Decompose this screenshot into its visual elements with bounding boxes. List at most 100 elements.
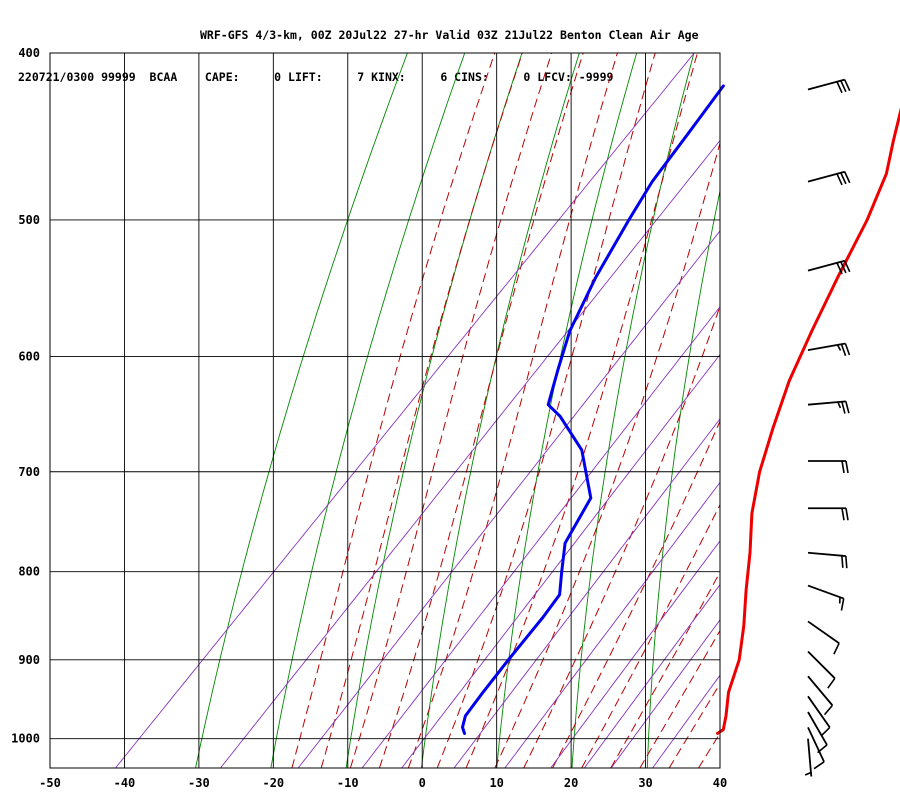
wind-barb-feather — [827, 677, 836, 689]
wind-barb-feather — [840, 80, 847, 93]
wind-barb-feather — [823, 704, 834, 716]
x-tick-label: 20 — [564, 776, 578, 790]
moist-adiabat-line — [291, 53, 496, 768]
wind-barb-staff — [807, 695, 831, 728]
wind-barb-feather — [841, 460, 845, 474]
wind-barb — [808, 460, 849, 474]
wind-barb-feather — [840, 261, 847, 274]
dry-adiabat-line — [270, 53, 466, 768]
moist-adiabat-line — [581, 503, 720, 768]
wind-barb-feather — [844, 343, 851, 356]
mixing-ratio-line — [220, 139, 720, 768]
wind-barb-feather — [836, 262, 843, 275]
moist-adiabat-line — [698, 732, 720, 768]
mixing-ratio-line — [453, 418, 720, 768]
wind-barb — [804, 738, 813, 777]
x-tick-label: -40 — [114, 776, 136, 790]
moist-adiabat-line — [407, 53, 618, 768]
wind-barb — [807, 726, 825, 770]
plot-frame — [49, 52, 721, 769]
wind-barb — [807, 259, 851, 275]
y-tick-label: 900 — [18, 653, 40, 667]
wind-barb-feather — [843, 260, 851, 273]
mixing-ratio-line — [361, 306, 720, 768]
moist-adiabat-line — [728, 53, 900, 768]
wind-barb-feather — [841, 555, 844, 568]
plot-border — [49, 52, 721, 769]
dry-adiabat-line — [646, 188, 720, 768]
wind-barb — [807, 584, 845, 611]
moist-adiabat-line — [552, 419, 720, 768]
wind-barb-staff — [807, 342, 846, 352]
dry-adiabat-line — [723, 53, 809, 768]
wind-barb-staff — [807, 711, 828, 746]
x-tick-label: 0 — [419, 776, 426, 790]
x-tick-label: 40 — [713, 776, 727, 790]
x-tick-label: -20 — [262, 776, 284, 790]
wind-barb — [807, 695, 831, 737]
moist-adiabat-line — [465, 53, 698, 768]
y-tick-label: 800 — [18, 565, 40, 579]
wind-barb-feather — [836, 173, 843, 186]
moist-adiabat-line — [349, 53, 553, 768]
wind-barb — [807, 551, 848, 569]
moist-adiabat-line — [378, 53, 584, 768]
wind-barb-feather — [804, 771, 812, 776]
moist-adiabat-line — [639, 629, 720, 768]
wind-barb-staff — [807, 259, 845, 272]
mixing-ratio-line — [584, 583, 720, 768]
mixing-ratio-line — [297, 230, 720, 768]
wind-barb-feather — [841, 508, 845, 521]
dry-adiabat-line — [571, 53, 695, 768]
wind-barb-feather — [845, 460, 849, 474]
y-tick-label: 600 — [18, 349, 40, 363]
wind-barb-staff — [807, 738, 813, 777]
wind-barb-feather — [836, 344, 842, 351]
y-tick-label: 700 — [18, 465, 40, 479]
wind-barb-feather — [845, 508, 849, 521]
wind-barb-feather — [836, 81, 843, 94]
wind-barb-staff — [807, 650, 836, 679]
x-tick-label: 10 — [489, 776, 503, 790]
mixing-ratio-line — [550, 540, 720, 768]
wind-barb — [807, 170, 851, 186]
wind-barb — [807, 650, 836, 689]
wind-barb — [808, 507, 849, 521]
moist-adiabat-line — [320, 53, 523, 768]
chart-title: WRF-GFS 4/3-km, 00Z 20Jul22 27-hr Valid … — [200, 28, 699, 42]
y-tick-label: 500 — [18, 213, 40, 227]
wind-barb-feather — [843, 79, 851, 92]
wind-barb-feather — [837, 401, 842, 409]
dry-adiabat-line — [496, 53, 638, 768]
wind-barb-feather — [845, 555, 848, 569]
moist-adiabat-line — [523, 304, 720, 768]
wind-barb — [807, 620, 840, 655]
wind-barb-feather — [833, 642, 840, 655]
wind-barb-feather — [813, 761, 825, 770]
mixing-ratio-line — [115, 53, 695, 768]
wind-barb-staff — [807, 620, 840, 644]
wind-barb — [807, 78, 851, 94]
wind-barb-staff — [807, 584, 845, 600]
x-tick-label: -30 — [188, 776, 210, 790]
moist-adiabat-line — [436, 53, 656, 768]
wind-barb — [807, 675, 834, 716]
mixing-ratio-line — [504, 481, 720, 768]
wind-barb-staff — [807, 551, 846, 557]
x-tick-label: -10 — [337, 776, 359, 790]
wind-barb-feather — [840, 343, 847, 356]
profile-series — [461, 84, 900, 735]
wind-barb-staff — [807, 726, 825, 763]
dry-adiabat-line — [195, 53, 408, 768]
dewpoint-profile-line — [461, 84, 725, 735]
wind-barb-feather — [820, 726, 831, 737]
wind-barb-feather — [840, 172, 847, 185]
wind-barb-staff — [807, 170, 845, 183]
wind-barbs — [804, 78, 851, 777]
wind-barb-feather — [840, 598, 845, 611]
moist-adiabat-line — [494, 141, 720, 768]
wind-barb-staff — [807, 675, 834, 706]
wind-barb-feather — [843, 171, 851, 184]
moist-adiabat-line — [610, 571, 720, 768]
